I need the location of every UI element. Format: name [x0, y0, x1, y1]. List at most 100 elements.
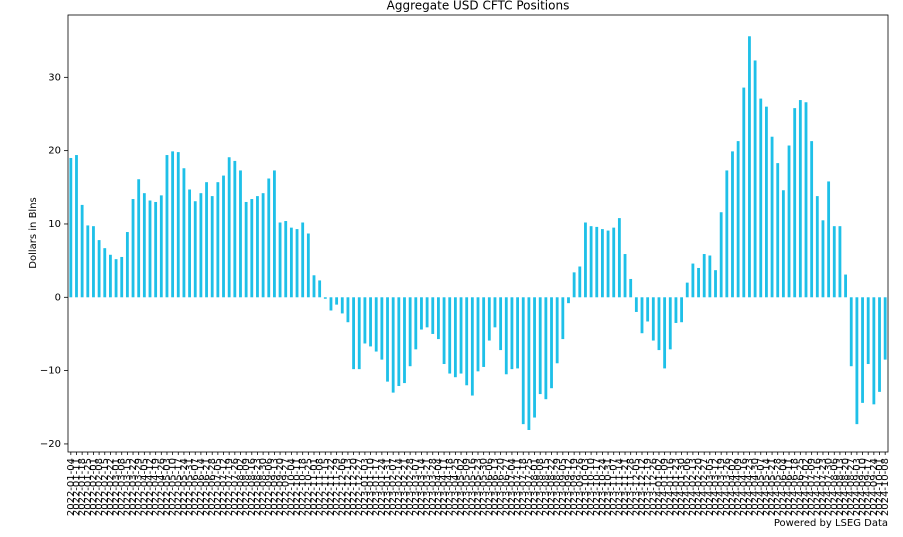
bar: [182, 168, 186, 298]
bar: [668, 297, 672, 350]
bar: [691, 263, 695, 298]
bar: [142, 193, 146, 298]
x-tick-label: 2022-11-15: [320, 458, 331, 516]
bar: [318, 280, 322, 298]
x-tick-label: 2024-06-18: [790, 458, 801, 516]
x-tick-label: 2024-09-03: [852, 458, 863, 516]
x-tick-label: 2024-04-09: [733, 458, 744, 516]
x-tick-label: 2022-12-20: [349, 458, 360, 516]
bar: [75, 155, 78, 298]
bar: [267, 178, 271, 298]
bar: [109, 254, 112, 298]
x-tick-label: 2024-09-24: [869, 458, 880, 516]
bar: [273, 170, 276, 298]
bar: [176, 152, 180, 298]
x-tick-label: 2024-06-04: [778, 458, 789, 516]
bar: [120, 256, 124, 298]
bar: [832, 226, 836, 298]
x-tick-label: 2024-03-12: [711, 458, 722, 516]
x-tick-label: 2023-10-24: [597, 458, 608, 516]
bar: [719, 212, 723, 298]
bar: [663, 297, 667, 369]
bar: [340, 297, 344, 314]
bar: [380, 297, 384, 360]
x-tick-label: 2022-10-04: [286, 458, 297, 516]
bar: [584, 222, 587, 298]
bar: [403, 297, 406, 384]
bar: [617, 218, 621, 298]
x-tick-label: 2023-12-19: [643, 458, 654, 516]
x-tick-label: 2024-04-23: [744, 458, 755, 516]
bar: [193, 201, 197, 298]
x-tick-label: 2024-02-06: [682, 458, 693, 516]
x-tick-label: 2024-03-26: [722, 458, 733, 516]
x-tick-label: 2024-01-09: [660, 458, 671, 516]
x-tick-label: 2023-01-17: [371, 458, 382, 516]
x-tick-label: 2022-07-26: [230, 458, 241, 516]
x-tick-label: 2024-08-13: [835, 458, 846, 516]
x-tick-label: 2024-08-06: [829, 458, 840, 516]
bar: [420, 297, 423, 330]
x-tick-label: 2024-01-16: [665, 458, 676, 516]
x-tick-label: 2022-02-22: [105, 458, 116, 516]
x-tick-label: 2022-11-29: [332, 458, 343, 516]
bar: [606, 230, 610, 298]
bar: [233, 160, 237, 298]
bar: [742, 87, 746, 298]
x-tick-label: 2023-10-17: [592, 458, 603, 516]
x-tick-label: 2023-02-14: [394, 458, 405, 516]
bar: [849, 297, 853, 367]
x-tick-label: 2023-05-23: [473, 458, 484, 516]
x-tick-label: 2024-01-30: [677, 458, 688, 516]
bar: [459, 297, 463, 374]
bar: [431, 297, 435, 334]
x-tick-label: 2023-03-14: [416, 458, 427, 516]
x-tick-label: 2022-07-12: [219, 458, 230, 516]
bar: [103, 248, 107, 298]
bar: [578, 266, 582, 298]
bar: [623, 254, 627, 298]
x-tick-label: 2022-05-10: [168, 458, 179, 516]
x-tick-label: 2023-02-21: [399, 458, 410, 516]
bar: [883, 297, 887, 360]
bar: [131, 199, 135, 298]
bar: [137, 179, 141, 298]
bar: [125, 232, 129, 298]
x-tick-label: 2023-10-31: [603, 458, 614, 516]
bar: [386, 297, 389, 382]
bar: [114, 259, 118, 298]
x-tick-label: 2023-01-03: [360, 458, 371, 516]
bar: [538, 297, 542, 395]
x-tick-label: 2022-12-27: [354, 458, 365, 516]
x-tick-label: 2023-03-07: [411, 458, 422, 516]
bar: [295, 229, 299, 298]
x-tick-label: 2022-04-12: [145, 458, 156, 516]
x-tick-label: 2023-05-09: [462, 458, 473, 516]
bar: [239, 170, 242, 298]
bar: [261, 193, 265, 298]
x-tick-label: 2023-07-25: [524, 458, 535, 516]
x-tick-label: 2023-05-16: [467, 458, 478, 516]
bar: [470, 297, 474, 396]
bar: [284, 221, 288, 298]
x-tick-label: 2023-10-03: [580, 458, 591, 516]
bar: [798, 100, 802, 298]
bar: [550, 297, 553, 389]
bar: [482, 297, 486, 367]
x-tick-label: 2022-11-08: [315, 458, 326, 516]
bar: [510, 297, 514, 370]
bar: [527, 297, 531, 431]
bar: [499, 297, 503, 351]
x-tick-label: 2023-09-05: [558, 458, 569, 516]
x-tick-label: 2022-02-15: [100, 458, 111, 516]
x-tick-label: 2023-04-04: [433, 458, 444, 516]
bar: [256, 196, 259, 298]
bar: [504, 297, 508, 375]
x-tick-label: 2024-02-13: [688, 458, 699, 516]
x-tick-label: 2024-05-28: [773, 458, 784, 516]
bar: [561, 297, 565, 340]
x-tick-label: 2022-11-01: [309, 458, 320, 516]
bar: [301, 222, 305, 298]
x-tick-label: 2022-09-06: [264, 458, 275, 516]
bar: [572, 272, 576, 298]
